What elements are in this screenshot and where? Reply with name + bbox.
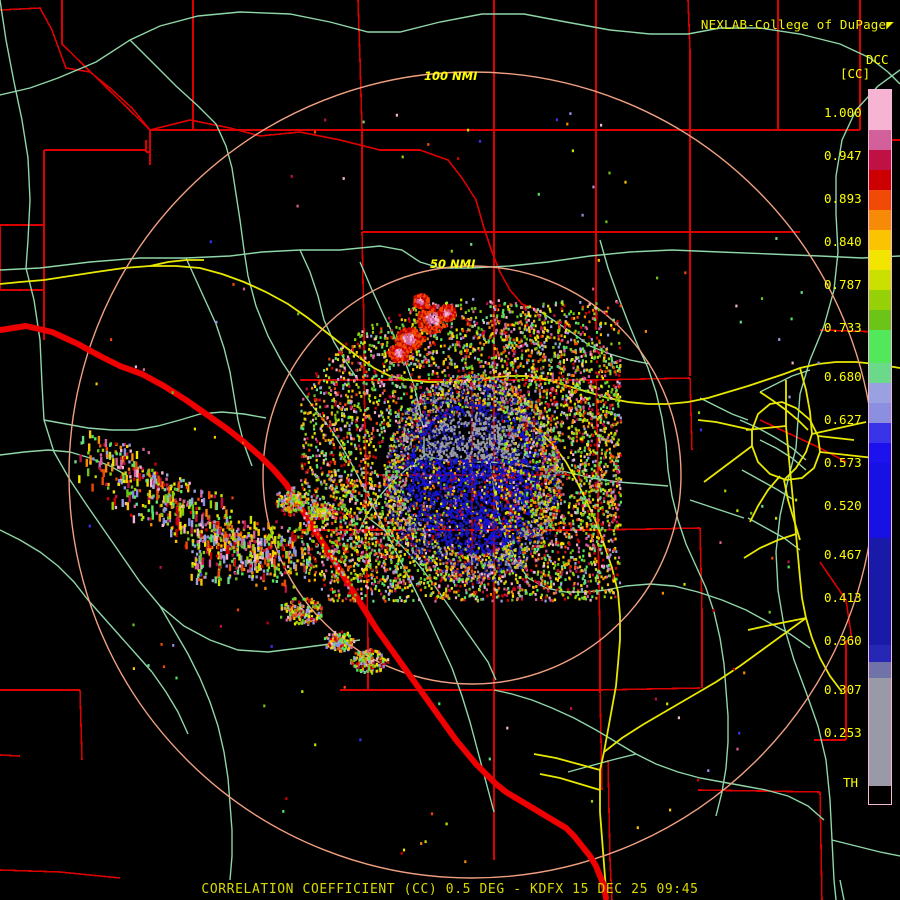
colorbar-tick-5: 0.733 — [824, 320, 862, 335]
colorbar-band-10 — [869, 310, 891, 331]
colorbar-band-2 — [869, 150, 891, 171]
colorbar-tick-6: 0.680 — [824, 369, 862, 384]
colorbar-tick-9: 0.520 — [824, 498, 862, 513]
colorbar-threshold-label: TH — [843, 775, 859, 790]
range-ring-label-100: 100 NMI — [424, 69, 478, 83]
colorbar-tick-14: 0.253 — [824, 725, 862, 740]
colorbar-band-1 — [869, 130, 891, 151]
colorbar-band-17 — [869, 463, 891, 538]
colorbar-tick-11: 0.413 — [824, 590, 862, 605]
colorbar-tick-3: 0.840 — [824, 234, 862, 249]
colorbar-units: [CC] — [840, 66, 871, 81]
colorbar-band-0 — [869, 90, 891, 131]
colorbar-tick-10: 0.467 — [824, 547, 862, 562]
colorbar-tick-12: 0.360 — [824, 633, 862, 648]
colorbar-tick-1: 0.947 — [824, 148, 862, 163]
colorbar-band-4 — [869, 190, 891, 211]
colorbar-band-9 — [869, 290, 891, 311]
colorbar-band-23 — [869, 785, 891, 804]
range-ring-50nmi — [262, 265, 682, 685]
colorbar-tick-2: 0.893 — [824, 191, 862, 206]
radar-echo-layer — [74, 112, 820, 864]
colorbar[interactable] — [868, 89, 892, 805]
status-bar: CORRELATION COEFFICIENT (CC) 0.5 DEG - K… — [201, 882, 699, 897]
colorbar-band-19 — [869, 645, 891, 662]
rio-grande-border — [0, 323, 609, 900]
colorbar-band-7 — [869, 250, 891, 271]
colorbar-band-21 — [869, 678, 891, 695]
colorbar-band-22 — [869, 694, 891, 786]
colorbar-band-15 — [869, 423, 891, 444]
colorbar-band-5 — [869, 210, 891, 231]
colorbar-tick-0: 1.000 — [824, 105, 862, 120]
brand-label: NEXLAB-College of DuPage◤ — [670, 6, 894, 44]
colorbar-band-3 — [869, 170, 891, 191]
colorbar-band-12 — [869, 363, 891, 384]
brand-text: NEXLAB-College of DuPage — [700, 16, 887, 32]
colorbar-band-8 — [869, 270, 891, 291]
colorbar-title: DCC — [866, 52, 889, 67]
colorbar-band-13 — [869, 383, 891, 404]
dupage-logo-icon: ◤ — [886, 16, 894, 32]
colorbar-tick-7: 0.627 — [824, 412, 862, 427]
colorbar-band-14 — [869, 403, 891, 424]
colorbar-tick-8: 0.573 — [824, 455, 862, 470]
colorbar-band-11 — [869, 330, 891, 364]
colorbar-band-6 — [869, 230, 891, 251]
colorbar-band-16 — [869, 443, 891, 464]
colorbar-band-18 — [869, 537, 891, 646]
colorbar-band-20 — [869, 661, 891, 679]
colorbar-tick-4: 0.787 — [824, 277, 862, 292]
range-ring-label-50: 50 NMI — [430, 257, 476, 271]
colorbar-tick-13: 0.307 — [824, 682, 862, 697]
